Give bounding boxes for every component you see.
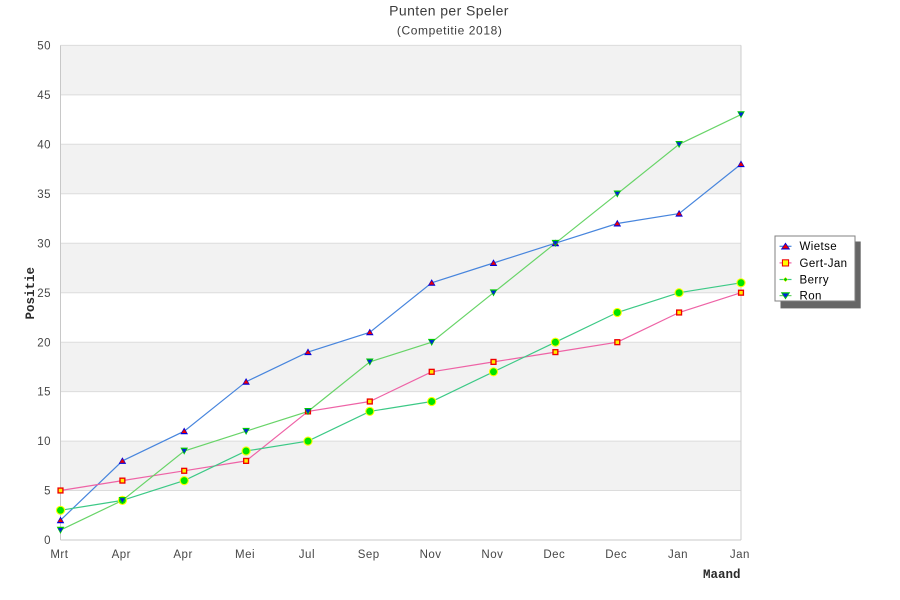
svg-text:20: 20 — [37, 337, 51, 349]
svg-text:Wietse: Wietse — [800, 241, 838, 253]
svg-text:25: 25 — [37, 288, 51, 300]
svg-text:5: 5 — [44, 486, 51, 498]
svg-text:(Competitie 2018): (Competitie 2018) — [397, 23, 503, 37]
svg-text:Ron: Ron — [800, 291, 822, 303]
svg-text:35: 35 — [37, 189, 51, 201]
svg-text:Gert-Jan: Gert-Jan — [800, 258, 848, 270]
svg-text:10: 10 — [37, 436, 51, 448]
svg-text:40: 40 — [37, 139, 51, 151]
svg-text:Nov: Nov — [420, 549, 442, 561]
svg-text:45: 45 — [37, 90, 51, 102]
svg-text:Mei: Mei — [235, 549, 255, 561]
svg-text:0: 0 — [44, 535, 51, 547]
svg-text:Dec: Dec — [543, 549, 565, 561]
svg-text:Mrt: Mrt — [50, 549, 68, 561]
svg-text:Nov: Nov — [481, 549, 503, 561]
svg-text:15: 15 — [37, 387, 51, 399]
svg-text:Punten per Speler: Punten per Speler — [389, 3, 509, 19]
svg-text:Sep: Sep — [358, 549, 380, 561]
svg-text:Jan: Jan — [730, 549, 750, 561]
svg-text:Apr: Apr — [173, 549, 192, 561]
svg-text:Berry: Berry — [800, 274, 829, 286]
svg-text:Maand: Maand — [703, 568, 741, 582]
svg-text:Apr: Apr — [112, 549, 131, 561]
svg-text:Dec: Dec — [605, 549, 627, 561]
svg-text:50: 50 — [37, 41, 51, 53]
svg-text:Jan: Jan — [668, 549, 688, 561]
svg-text:Jul: Jul — [299, 549, 315, 561]
svg-text:Positie: Positie — [24, 267, 38, 320]
svg-text:30: 30 — [37, 238, 51, 250]
